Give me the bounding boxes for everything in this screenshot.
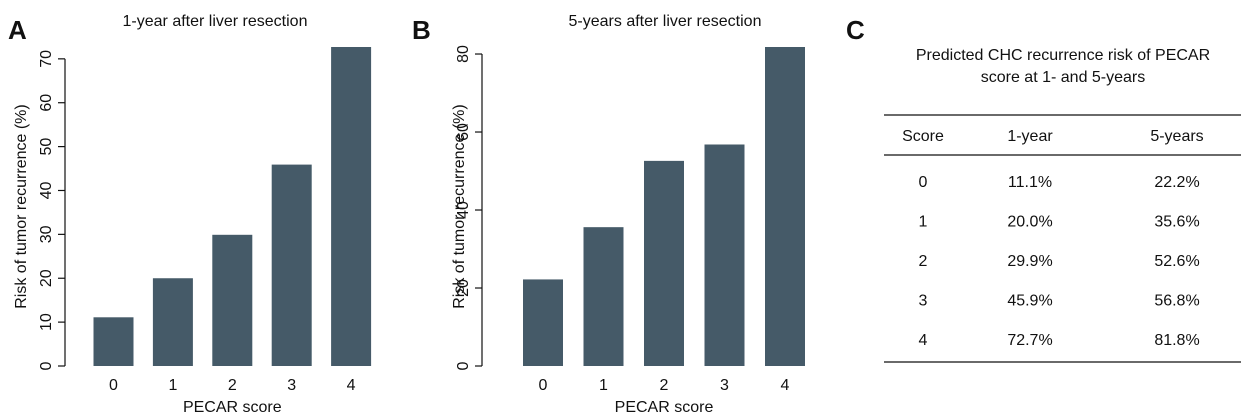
y-axis-label: Risk of tumor recurrence (%) [13, 104, 30, 309]
bar [152, 278, 193, 366]
x-axis-label: PECAR score [615, 399, 714, 416]
y-tick-label: 80 [455, 45, 472, 63]
table-cell: 35.6% [1154, 214, 1199, 231]
table-cell: 52.6% [1154, 253, 1199, 270]
table-cell: 3 [919, 293, 928, 310]
x-tick-label: 1 [599, 377, 608, 394]
panel-label: A [8, 15, 27, 45]
x-axis-label: PECAR score [183, 399, 282, 416]
bar [644, 160, 684, 366]
bar [331, 47, 372, 366]
panel-label: C [846, 15, 865, 45]
y-tick-label: 0 [455, 361, 472, 370]
column-header: Score [902, 128, 944, 145]
bar [765, 47, 805, 366]
y-tick-label: 40 [455, 201, 472, 219]
bar [704, 144, 745, 366]
table-cell: 45.9% [1007, 293, 1052, 310]
table-title: Predicted CHC recurrence risk of PECAR [916, 47, 1210, 64]
table-cell: 22.2% [1154, 174, 1199, 191]
table-cell: 20.0% [1007, 214, 1052, 231]
column-header: 1-year [1007, 128, 1053, 145]
x-tick-label: 1 [168, 377, 177, 394]
table-cell: 2 [919, 253, 928, 270]
table-cell: 4 [919, 332, 928, 349]
y-tick-label: 60 [455, 123, 472, 141]
x-tick-label: 4 [781, 377, 790, 394]
table-cell: 56.8% [1154, 293, 1199, 310]
table-cell: 81.8% [1154, 332, 1199, 349]
y-tick-label: 70 [38, 50, 55, 68]
y-tick-label: 50 [38, 138, 55, 156]
y-tick-label: 10 [38, 313, 55, 331]
y-axis-label: Risk of tumor recurrence (%) [451, 104, 468, 309]
panel-label: B [412, 15, 431, 45]
bar [212, 234, 253, 366]
x-tick-label: 2 [228, 377, 237, 394]
chart-title: 5-years after liver resection [569, 13, 762, 30]
x-tick-label: 2 [660, 377, 669, 394]
y-tick-label: 20 [38, 269, 55, 287]
bar [583, 227, 624, 366]
x-tick-label: 4 [347, 377, 356, 394]
x-tick-label: 3 [720, 377, 729, 394]
bar [523, 279, 563, 366]
table-cell: 11.1% [1008, 174, 1052, 191]
y-tick-label: 40 [38, 181, 55, 199]
x-tick-label: 3 [287, 377, 296, 394]
chart-title: 1-year after liver resection [123, 13, 308, 30]
column-header: 5-years [1150, 128, 1203, 145]
bar [93, 317, 134, 366]
x-tick-label: 0 [539, 377, 548, 394]
bar [271, 164, 312, 366]
x-tick-label: 0 [109, 377, 118, 394]
y-tick-label: 0 [38, 361, 55, 370]
table-title: score at 1- and 5-years [981, 69, 1146, 86]
y-tick-label: 20 [455, 279, 472, 297]
table-cell: 1 [919, 214, 928, 231]
table-cell: 72.7% [1007, 332, 1052, 349]
y-tick-label: 30 [38, 225, 55, 243]
table-cell: 0 [919, 174, 928, 191]
table-cell: 29.9% [1007, 253, 1052, 270]
y-tick-label: 60 [38, 94, 55, 112]
